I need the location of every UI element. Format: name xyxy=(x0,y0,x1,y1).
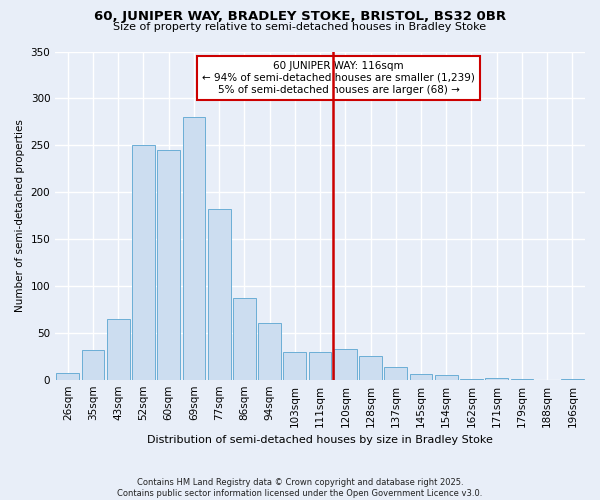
Bar xyxy=(56,373,79,380)
Bar xyxy=(157,150,180,380)
Bar xyxy=(82,350,104,380)
Bar xyxy=(334,348,356,380)
Bar xyxy=(107,318,130,380)
Bar xyxy=(359,356,382,380)
Text: 60, JUNIPER WAY, BRADLEY STOKE, BRISTOL, BS32 0BR: 60, JUNIPER WAY, BRADLEY STOKE, BRISTOL,… xyxy=(94,10,506,23)
Bar xyxy=(460,378,483,380)
Bar xyxy=(208,209,230,380)
Text: Contains HM Land Registry data © Crown copyright and database right 2025.
Contai: Contains HM Land Registry data © Crown c… xyxy=(118,478,482,498)
Bar xyxy=(233,298,256,380)
Bar xyxy=(435,375,458,380)
Bar xyxy=(485,378,508,380)
Bar xyxy=(309,352,331,380)
Bar xyxy=(182,117,205,380)
Bar xyxy=(385,368,407,380)
Bar xyxy=(561,378,584,380)
Text: 60 JUNIPER WAY: 116sqm
← 94% of semi-detached houses are smaller (1,239)
5% of s: 60 JUNIPER WAY: 116sqm ← 94% of semi-det… xyxy=(202,62,475,94)
Y-axis label: Number of semi-detached properties: Number of semi-detached properties xyxy=(15,119,25,312)
Bar xyxy=(511,378,533,380)
Bar xyxy=(283,352,306,380)
X-axis label: Distribution of semi-detached houses by size in Bradley Stoke: Distribution of semi-detached houses by … xyxy=(147,435,493,445)
Bar xyxy=(410,374,433,380)
Text: Size of property relative to semi-detached houses in Bradley Stoke: Size of property relative to semi-detach… xyxy=(113,22,487,32)
Bar xyxy=(258,324,281,380)
Bar xyxy=(132,146,155,380)
